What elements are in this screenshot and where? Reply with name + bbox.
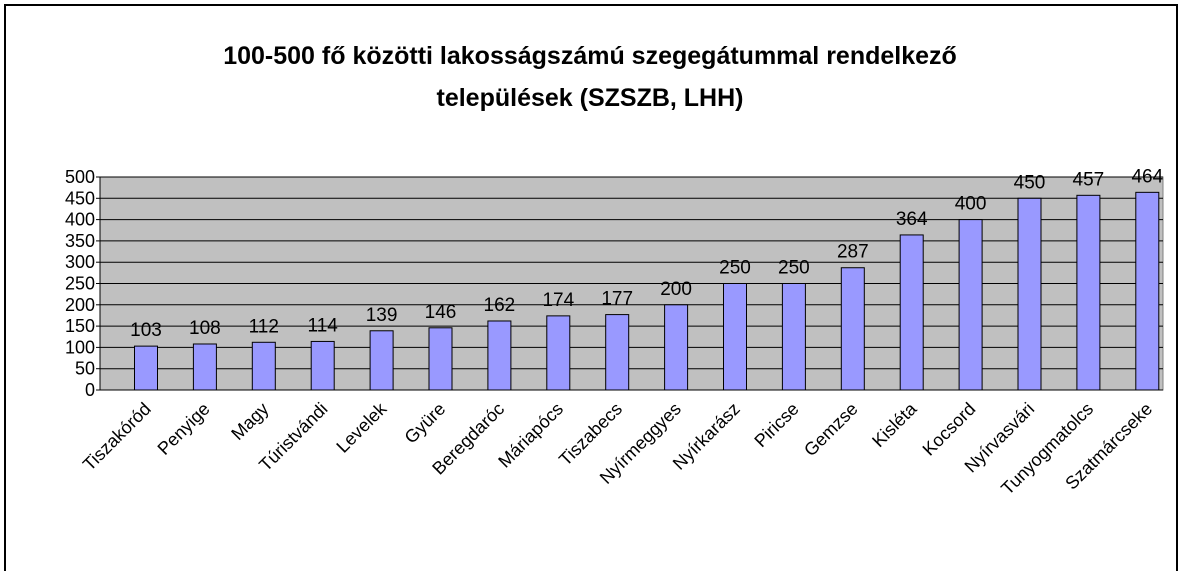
y-tick-label: 50: [75, 359, 95, 379]
data-label: 177: [601, 289, 633, 310]
data-label: 457: [1073, 169, 1105, 190]
bar: [1017, 197, 1042, 391]
y-tick-label: 200: [65, 295, 95, 315]
bar: [134, 345, 158, 391]
bar: [369, 330, 394, 391]
data-label: 450: [1014, 172, 1046, 193]
y-tick-label: 500: [65, 167, 95, 187]
data-label: 162: [484, 295, 516, 316]
bar: [487, 320, 512, 391]
bar: [192, 343, 217, 391]
y-tick-label: 400: [65, 210, 95, 230]
bar: [251, 341, 276, 391]
bar: [723, 283, 747, 391]
bar: [840, 267, 865, 391]
bar: [1076, 194, 1101, 391]
chart-title: 100-500 fő közötti lakosságszámú szegegá…: [223, 42, 957, 70]
data-label: 464: [1131, 166, 1163, 187]
data-label: 146: [425, 302, 457, 323]
y-tick-label: 0: [85, 380, 95, 400]
data-label: 200: [660, 279, 692, 300]
bar: [310, 340, 335, 391]
data-label: 103: [130, 320, 162, 341]
bar: [958, 219, 983, 391]
bar: [664, 304, 689, 391]
bar: [1135, 191, 1160, 391]
data-label: 108: [189, 318, 221, 339]
data-label: 174: [542, 290, 574, 311]
data-label: 250: [778, 258, 810, 279]
y-tick-label: 150: [65, 316, 95, 336]
y-tick-label: 250: [65, 274, 95, 294]
data-label: 400: [955, 194, 987, 215]
bar: [899, 234, 924, 391]
chart-title: települések (SZSZB, LHH): [437, 84, 744, 112]
bar: [428, 327, 453, 391]
bar: [781, 283, 806, 391]
y-tick-label: 450: [65, 188, 95, 208]
data-label: 250: [719, 258, 751, 279]
y-tick-label: 300: [65, 252, 95, 272]
bar: [546, 315, 571, 391]
data-label: 287: [837, 242, 869, 263]
y-tick-label: 100: [65, 337, 95, 357]
data-label: 364: [896, 209, 928, 230]
data-label: 114: [308, 315, 339, 336]
data-label: 139: [366, 305, 398, 326]
y-tick-label: 350: [65, 231, 95, 251]
bar: [605, 314, 630, 391]
data-label: 112: [249, 316, 279, 337]
